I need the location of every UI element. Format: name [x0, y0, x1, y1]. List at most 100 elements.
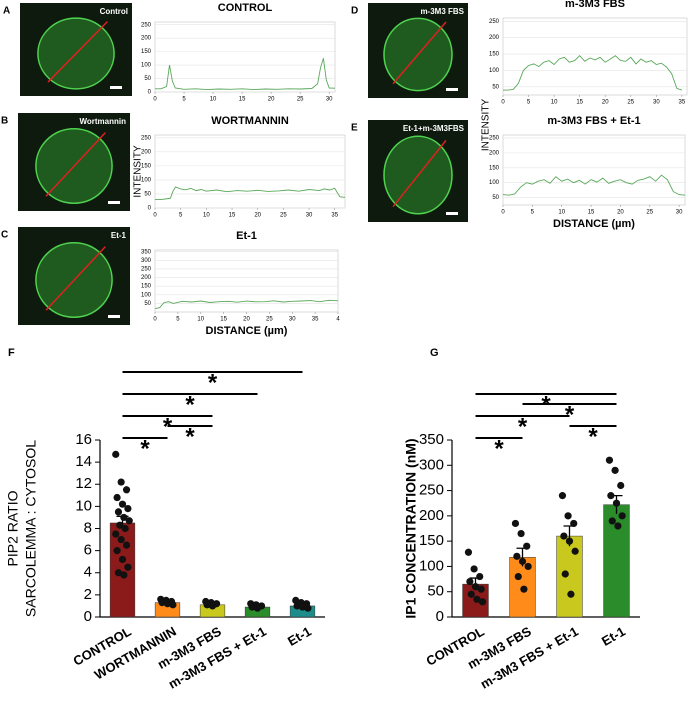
- y-axis-label: INTENSITY: [481, 99, 492, 152]
- data-point: [298, 603, 307, 611]
- data-point: [564, 512, 572, 520]
- scale-bar: [108, 201, 120, 204]
- data-point: [471, 583, 480, 591]
- y-tick-label: 100: [141, 178, 152, 184]
- data-point: [121, 524, 129, 533]
- data-point: [203, 601, 211, 609]
- x-tick-label: 35: [679, 100, 686, 106]
- y-tick-label: 250: [141, 22, 152, 28]
- y-tick-label: 50: [144, 76, 151, 82]
- x-tick-label: 25: [266, 317, 273, 323]
- x-tick-label: 20: [617, 210, 624, 216]
- data-point: [304, 604, 312, 612]
- data-point: [208, 602, 217, 610]
- x-tick-label: 5: [527, 100, 531, 106]
- data-point: [617, 481, 625, 490]
- y-tick-label: 8: [84, 519, 92, 536]
- x-tick-label: 25: [280, 213, 287, 219]
- bar: [603, 504, 630, 618]
- data-point: [518, 557, 527, 565]
- x-tick-label: 5: [531, 210, 535, 216]
- chart-title: CONTROL: [218, 2, 273, 14]
- x-axis-label: DISTANCE (µm): [553, 218, 635, 230]
- significance-label: *: [163, 413, 173, 440]
- x-tick-label: 10: [203, 213, 210, 219]
- y-tick-label: 50: [144, 192, 151, 198]
- y-tick-label: 50: [492, 84, 499, 90]
- significance-label: *: [185, 391, 195, 418]
- x-tick-label: 20: [254, 213, 261, 219]
- x-tick-label: 30: [676, 210, 683, 216]
- data-point: [248, 603, 256, 611]
- panel-label: E: [351, 123, 358, 134]
- data-point: [618, 512, 626, 520]
- significance-label: *: [140, 435, 150, 462]
- data-point: [253, 604, 262, 612]
- y-tick-label: 150: [141, 49, 152, 55]
- image-label: Et-1: [111, 231, 127, 240]
- data-point: [113, 547, 121, 555]
- data-point: [612, 499, 621, 507]
- y-tick-label: 0: [436, 608, 444, 625]
- data-point: [117, 535, 125, 544]
- y-tick-label: 200: [141, 275, 152, 281]
- data-point: [558, 492, 567, 500]
- y-tick-label: 14: [75, 453, 92, 470]
- x-tick-label: 35: [312, 317, 319, 323]
- y-tick-label: 100: [141, 292, 152, 298]
- y-tick-label: 0: [84, 608, 92, 625]
- y-tick-label: 200: [489, 150, 500, 156]
- y-tick-label: 250: [489, 19, 500, 25]
- y-tick-label: 150: [489, 165, 500, 171]
- image-label: Wortmannin: [79, 117, 126, 126]
- data-point: [614, 522, 622, 530]
- y-tick-label: 50: [427, 583, 444, 600]
- image-label: Control: [100, 7, 128, 16]
- x-tick-label: 30: [289, 317, 296, 323]
- y-tick-label: 150: [419, 532, 444, 549]
- significance-label: *: [588, 423, 598, 450]
- data-point: [117, 478, 125, 486]
- significance-label: *: [518, 413, 528, 440]
- y-tick-label: 6: [84, 542, 92, 559]
- data-point: [570, 519, 578, 528]
- x-tick-label: 10: [210, 97, 217, 103]
- y-tick-label: 100: [419, 557, 444, 574]
- panel-label: D: [351, 6, 358, 17]
- x-tick-label: 15: [229, 213, 236, 219]
- significance-label: *: [208, 369, 218, 396]
- data-point: [467, 590, 475, 598]
- significance-label: *: [494, 435, 504, 462]
- x-tick-label: 5: [176, 317, 180, 323]
- x-tick-label: 10: [558, 210, 565, 216]
- intensity-profile: [155, 186, 346, 201]
- y-tick-label: 350: [419, 431, 444, 448]
- data-point: [466, 578, 474, 586]
- y-axis-label: INTENSITY: [133, 145, 144, 198]
- x-tick-label: 25: [627, 100, 634, 106]
- data-point: [116, 521, 124, 529]
- data-point: [169, 601, 177, 609]
- profile-line: [45, 246, 106, 311]
- data-point: [561, 570, 569, 578]
- data-point: [520, 585, 528, 593]
- image-label: Et-1+m-3M3FBS: [403, 124, 465, 133]
- intensity-profile: [154, 299, 339, 310]
- data-point: [292, 596, 300, 605]
- panel-label: C: [1, 230, 8, 241]
- y-tick-label: 150: [141, 284, 152, 290]
- data-point: [112, 450, 120, 458]
- x-tick-label: 0: [153, 97, 157, 103]
- y-tick-label: 100: [141, 63, 152, 69]
- scale-bar: [446, 88, 458, 91]
- intensity-profile: [503, 55, 683, 91]
- panel-label: B: [1, 116, 8, 127]
- x-tick-label: 25: [297, 97, 304, 103]
- chart-title: m-3M3 FBS + Et-1: [547, 115, 640, 127]
- x-tick-label: 4: [336, 317, 340, 323]
- y-tick-label: 12: [75, 475, 92, 492]
- data-point: [514, 572, 522, 581]
- data-point: [163, 600, 172, 608]
- y-tick-label: 4: [84, 564, 92, 581]
